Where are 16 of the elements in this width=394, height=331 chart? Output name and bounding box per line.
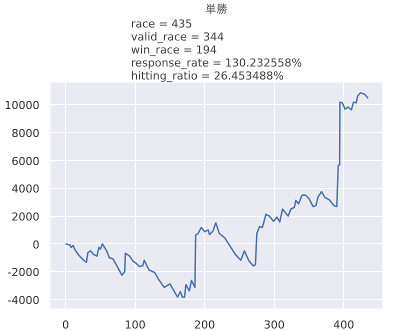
y-tick-label: 2000 — [12, 210, 40, 224]
y-tick-label: 8000 — [12, 126, 40, 140]
line-series — [64, 92, 369, 298]
x-tick-label: 300 — [264, 318, 285, 331]
y-tick-label: 10000 — [4, 99, 40, 112]
y-tick-label: -2000 — [8, 266, 40, 280]
x-tick-label: 0 — [62, 318, 70, 331]
x-tick-label: 400 — [333, 318, 354, 331]
chart-title: 単勝 — [206, 2, 228, 16]
y-tick-label: 6000 — [12, 154, 40, 168]
x-tick-label: 200 — [194, 318, 216, 331]
y-tick-label: 0 — [32, 238, 40, 252]
x-tick-label: 100 — [124, 318, 146, 331]
chart-subtitle: race = 435 valid_race = 344 win_race = 194 response_rate = 130.232558% hitting_ratio = 26.453488% — [131, 18, 302, 82]
y-tick-label: -4000 — [8, 294, 40, 308]
y-tick-label: 4000 — [12, 182, 40, 196]
